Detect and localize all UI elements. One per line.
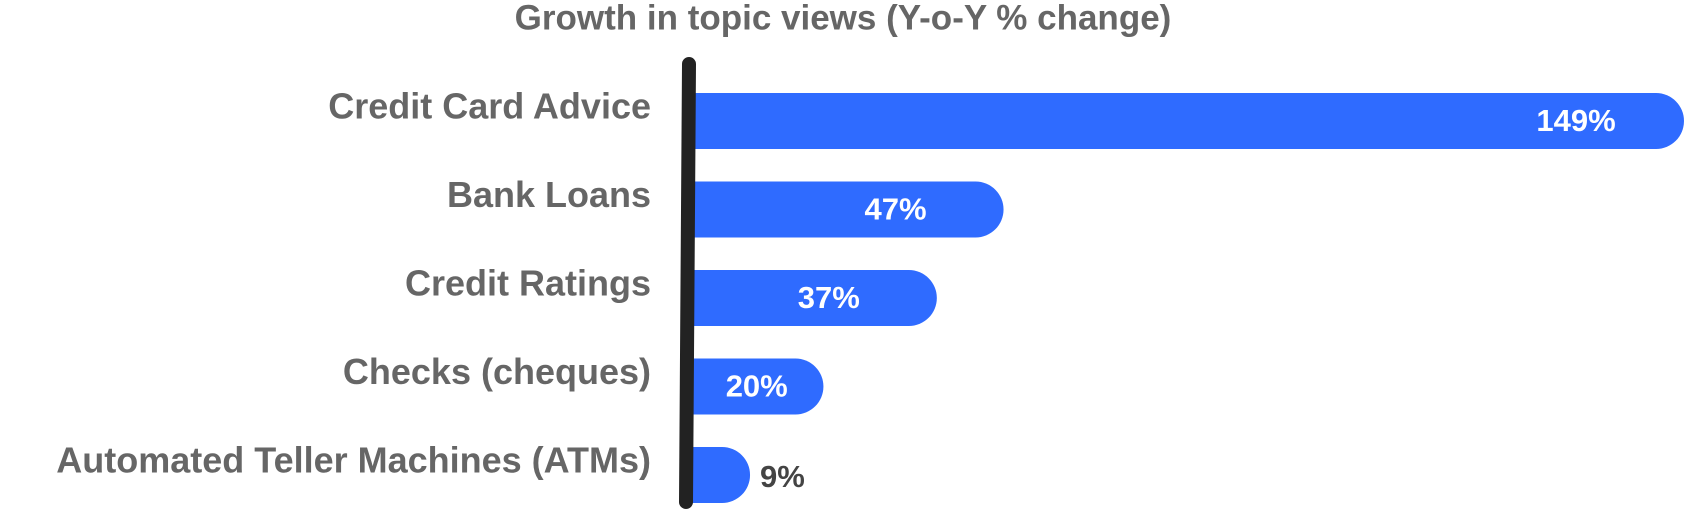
category-label: Credit Card Advice: [328, 86, 651, 127]
bar: [690, 93, 1684, 149]
value-label: 9%: [760, 459, 805, 494]
chart-title: Growth in topic views (Y-o-Y % change): [515, 0, 1172, 37]
bar: [690, 270, 937, 326]
value-label: 20%: [726, 369, 788, 404]
category-label: Checks (cheques): [343, 351, 651, 392]
bar: [690, 447, 751, 503]
category-label: Automated Teller Machines (ATMs): [56, 440, 651, 481]
value-label: 37%: [798, 280, 860, 315]
axis-line: [679, 57, 696, 509]
value-label: 47%: [865, 192, 927, 227]
category-label: Bank Loans: [447, 174, 651, 215]
value-label: 149%: [1536, 103, 1615, 138]
bar: [690, 181, 1004, 238]
category-label: Credit Ratings: [405, 263, 651, 304]
bar: [690, 358, 824, 415]
